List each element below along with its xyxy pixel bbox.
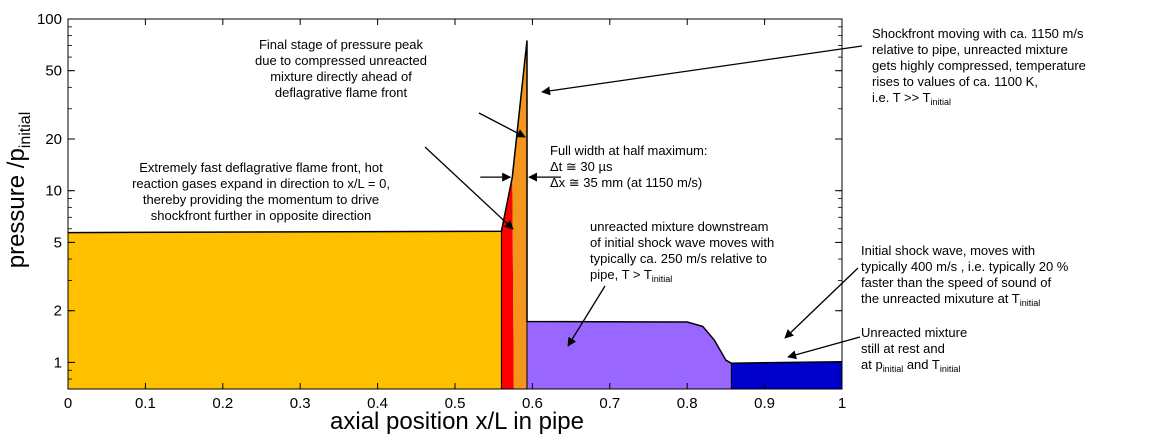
y-tick-label: 2 <box>54 303 62 320</box>
y-tick-label: 50 <box>45 63 62 80</box>
chart-regions <box>68 40 842 389</box>
annotation-flame: Extremely fast deflagrative flame front,… <box>96 160 426 224</box>
annotation-initial-shock-l3: faster than the speed of sound of <box>861 275 1052 290</box>
annotation-shockfront-l3: gets highly compressed, temperature <box>872 58 1086 73</box>
x-tick-label: 0.1 <box>135 395 156 412</box>
annotation-peak-l3: mixture directly ahead of <box>270 69 412 84</box>
annotation-shockfront: Shockfront moving with ca. 1150 m/s rela… <box>872 26 1086 107</box>
x-tick-label: 0.5 <box>445 395 466 412</box>
y-tick-label: 100 <box>37 11 62 28</box>
region-0 <box>68 231 502 389</box>
x-axis-label: axial position x/L in pipe <box>330 408 584 435</box>
annotation-flame-l3: thereby providing the momentum to drive <box>142 192 380 207</box>
y-tick-label: 5 <box>54 234 62 251</box>
downstream-arrow <box>567 285 606 347</box>
annotation-initial-shock-l4-main: the unreacted mixuture at T <box>861 291 1020 306</box>
annotation-flame-l1: Extremely fast deflagrative flame front,… <box>139 160 383 175</box>
annotation-peak-l4: deflagrative flame front <box>274 85 408 100</box>
x-tick-label: 1 <box>838 395 846 412</box>
annotation-fwhm-dx: Δx ≅ 35 mm (at 1150 m/s) <box>550 175 703 190</box>
region-3 <box>527 321 732 389</box>
annotation-downstream-l4-main: pipe, T > T <box>590 267 652 282</box>
annotation-initial-shock-l4: the unreacted mixuture at Tinitial <box>861 291 1068 308</box>
axis-ticks: 0 0.1 0.2 0.3 0.4 0.5 0.6 0.7 0.8 0.9 1 1 2 5 10 20 50 10… <box>37 11 846 412</box>
annotation-arrows <box>424 45 863 360</box>
annotation-fwhm-dt: Δt ≅ 30 µs <box>550 159 613 174</box>
annotation-rest-l1: Unreacted mixture <box>861 325 968 340</box>
annotation-fwhm: Full width at half maximum: Δt ≅ 30 µs Δ… <box>550 143 708 191</box>
annotation-downstream-l4: pipe, T > Tinitial <box>590 267 774 284</box>
annotation-downstream-l1: unreacted mixture downstream <box>590 219 769 234</box>
annotation-downstream-l3: typically ca. 250 m/s relative to <box>590 251 768 266</box>
annotation-initial-shock-l2: typically 400 m/s , i.e. typically 20 % <box>861 259 1069 274</box>
y-tick-label: 10 <box>45 183 62 200</box>
x-tick-label: 0 <box>64 395 72 412</box>
annotation-initial-shock-l1: Initial shock wave, moves with <box>861 243 1036 258</box>
annotation-shockfront-l4: rises to values of ca. 1100 K, <box>872 74 1038 89</box>
annotation-shockfront-l5: i.e. T >> Tinitial <box>872 90 1086 107</box>
annotation-rest-l2: still at rest and <box>861 341 945 356</box>
annotation-shockfront-l5-sub: initial <box>930 97 952 107</box>
annotation-peak: Final stage of pressure peak due to comp… <box>196 37 486 101</box>
x-tick-label: 0.2 <box>212 395 233 412</box>
y-axis-label: pressure /p <box>3 148 30 269</box>
chart-outline <box>67 40 843 389</box>
annotation-rest-l3-sub2: initial <box>939 364 961 374</box>
shockfront-arrow <box>541 45 863 96</box>
annotation-rest-l3-b: and T <box>903 357 940 372</box>
x-tick-label: 0.6 <box>522 395 543 412</box>
x-tick-label: 0.8 <box>677 395 698 412</box>
y-tick-label: 1 <box>54 354 62 371</box>
region-1 <box>501 177 514 389</box>
annotation-shockfront-l1: Shockfront moving with ca. 1150 m/s <box>872 26 1084 41</box>
annotation-rest-l3-sub1: initial <box>882 364 904 374</box>
y-tick-label: 20 <box>45 131 62 148</box>
y-axis-label-sub: initial <box>17 111 34 149</box>
annotation-rest-l3-a: at p <box>861 357 883 372</box>
annotation-peak-l1: Final stage of pressure peak <box>258 37 424 52</box>
annotation-flame-l2: reaction gases expand in direction to x/… <box>132 176 390 191</box>
flame-arrow <box>424 146 514 230</box>
annotation-rest-l3: at pinitial and Tinitial <box>861 357 967 374</box>
annotation-downstream-l4-sub: initial <box>651 274 673 284</box>
annotation-initial-shock: Initial shock wave, moves with typically… <box>861 243 1069 308</box>
y-axis-title: pressure /pinitial <box>3 60 34 320</box>
annotation-shockfront-l2: relative to pipe, unreacted mixture <box>872 42 1068 57</box>
x-tick-label: 0.7 <box>599 395 620 412</box>
x-tick-label: 0.3 <box>290 395 311 412</box>
annotation-flame-l4: shockfront further in opposite direction <box>150 208 372 223</box>
rest-arrow <box>787 336 861 360</box>
x-tick-label: 0.9 <box>754 395 775 412</box>
annotation-peak-l2: due to compressed unreacted <box>255 53 427 68</box>
initial-shock-arrow <box>784 267 859 339</box>
annotation-downstream-l2: of initial shock wave moves with <box>590 235 775 250</box>
annotation-shockfront-l5-main: i.e. T >> T <box>872 90 931 105</box>
peak-arrow <box>478 112 526 138</box>
annotation-initial-shock-l4-sub: initial <box>1019 298 1041 308</box>
annotation-fwhm-title: Full width at half maximum: <box>550 143 708 158</box>
region-4 <box>731 361 842 389</box>
annotation-rest: Unreacted mixture still at rest and at p… <box>861 325 968 374</box>
region-2 <box>512 40 527 389</box>
x-tick-label: 0.4 <box>367 395 388 412</box>
pressure-curve <box>67 40 843 364</box>
annotation-downstream: unreacted mixture downstream of initial … <box>590 219 775 284</box>
